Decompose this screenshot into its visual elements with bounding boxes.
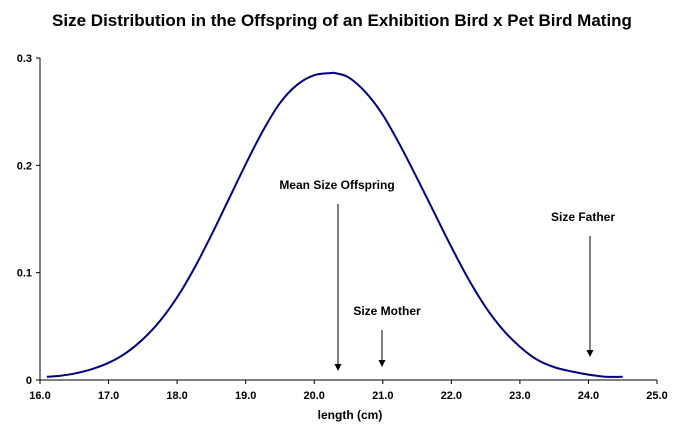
x-tick-label: 17.0	[98, 390, 119, 402]
y-tick-label: 0.3	[17, 53, 32, 65]
chart-title: Size Distribution in the Offspring of an…	[52, 11, 632, 30]
x-tick-label: 21.0	[372, 390, 393, 402]
x-tick-label: 20.0	[304, 390, 325, 402]
x-axis-label: length (cm)	[318, 408, 383, 422]
annotation-size-mother-label: Size Mother	[353, 304, 421, 318]
x-tick-label: 24.0	[578, 390, 599, 402]
annotation-size-father-arrow-head	[586, 350, 594, 357]
y-tick-label: 0	[26, 375, 32, 387]
y-tick-label: 0.1	[17, 268, 32, 280]
annotation-size-father-label: Size Father	[551, 210, 615, 224]
distribution-line	[46, 71, 623, 378]
annotation-mean-offspring: Mean Size Offspring	[279, 178, 395, 371]
x-tick-label: 23.0	[509, 390, 530, 402]
annotation-mean-offspring-label: Mean Size Offspring	[279, 178, 394, 192]
annotation-mean-offspring-arrow-head	[334, 364, 342, 371]
annotation-size-father: Size Father	[551, 210, 615, 357]
y-tick-label: 0.2	[17, 160, 32, 172]
x-tick-label: 19.0	[235, 390, 256, 402]
x-tick-label: 16.0	[29, 390, 50, 402]
x-ticks: 16.0 17.0 18.0 19.0 20.0 21.0 22.0 23.0 24.0 25.0	[29, 380, 668, 402]
annotation-size-mother-arrow-head	[378, 360, 386, 367]
annotation-size-mother: Size Mother	[353, 304, 421, 367]
x-tick-label: 18.0	[166, 390, 187, 402]
x-tick-label: 25.0	[646, 390, 667, 402]
x-tick-label: 22.0	[441, 390, 462, 402]
y-ticks: 0 0.1 0.2 0.3	[17, 53, 40, 387]
